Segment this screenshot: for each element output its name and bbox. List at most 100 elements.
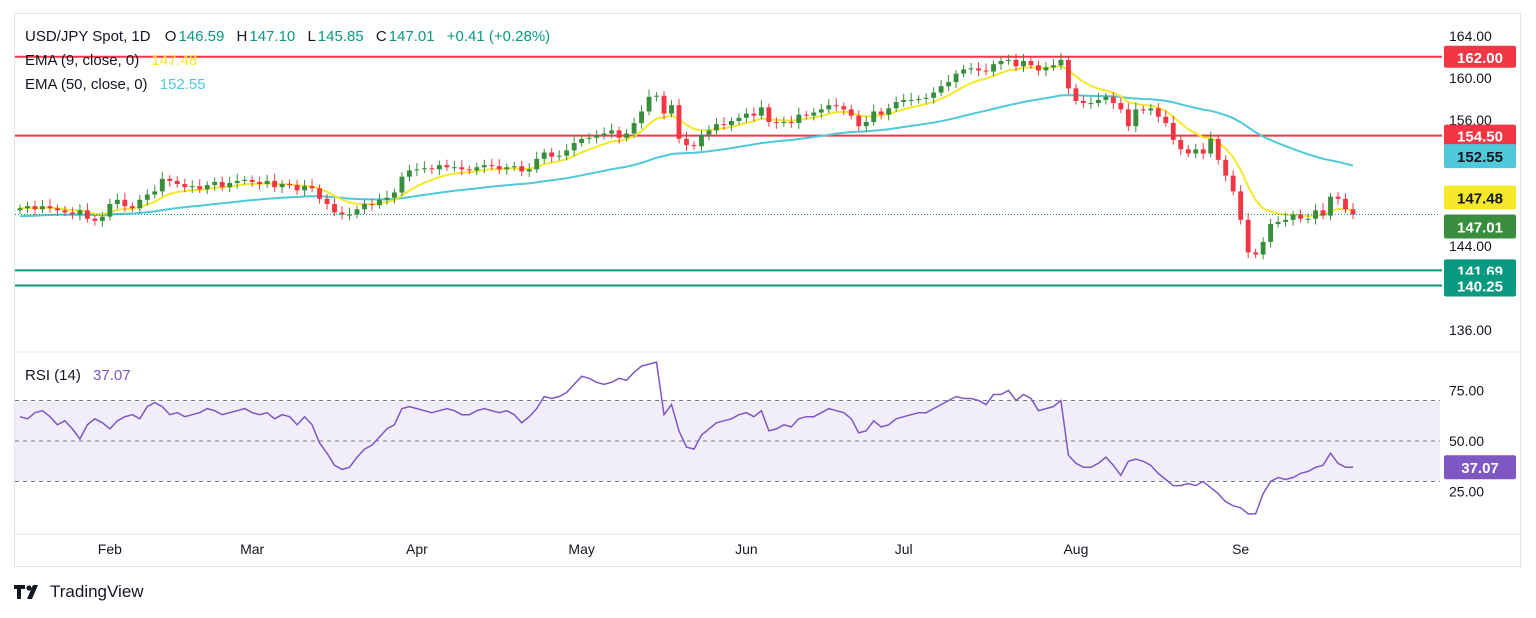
candle-body xyxy=(264,180,270,185)
tradingview-logo-icon xyxy=(14,585,38,599)
candle-body xyxy=(279,184,285,188)
candle-body xyxy=(841,106,847,110)
candle-body xyxy=(1028,61,1034,66)
candle-body xyxy=(1088,103,1094,105)
candle-body xyxy=(609,130,615,134)
low-label: L xyxy=(307,28,316,45)
candle-body xyxy=(1268,224,1274,242)
time-axis-label: Apr xyxy=(406,541,428,557)
candle-body xyxy=(751,113,757,116)
candle-body xyxy=(129,206,135,209)
candle-body xyxy=(646,96,652,112)
candle-body xyxy=(324,198,330,205)
chart-canvas[interactable]: 164.00 160.00 156.00 144.00 136.00 162.00 154.… xyxy=(15,14,1522,568)
candle-body xyxy=(504,167,510,170)
candle-body xyxy=(871,111,877,123)
price-tag xyxy=(1444,214,1516,239)
rsi-legend[interactable]: RSI (14) 37.07 xyxy=(25,367,133,384)
price-tag-label: 152.55 xyxy=(1457,149,1503,166)
candle-body xyxy=(32,206,38,210)
candle-body xyxy=(1230,175,1236,192)
candle-body xyxy=(1058,59,1064,66)
candle-body xyxy=(714,124,719,131)
candle-body xyxy=(1110,96,1116,104)
candle-body xyxy=(1343,198,1348,210)
price-tag xyxy=(1444,185,1516,210)
candle-body xyxy=(736,117,742,121)
candle-body xyxy=(144,194,150,200)
candle-body xyxy=(444,165,450,168)
candle-body xyxy=(968,68,974,70)
candle-body xyxy=(931,92,937,98)
ema50-legend[interactable]: EMA (50, close, 0) 152.55 xyxy=(25,76,208,93)
low-value: 145.85 xyxy=(317,28,364,45)
candle-body xyxy=(159,178,165,192)
candle-body xyxy=(294,185,300,191)
rsi-label: RSI (14) xyxy=(25,367,81,384)
candle-body xyxy=(152,191,158,195)
level-tag-label: 162.00 xyxy=(1457,50,1503,67)
candle-body xyxy=(1051,65,1056,68)
candle-body xyxy=(1350,209,1356,215)
candle-body xyxy=(1305,218,1311,220)
candle-body xyxy=(953,73,959,83)
candle-body xyxy=(1215,138,1221,160)
candle-body xyxy=(481,165,487,168)
time-axis-label: Jun xyxy=(735,541,758,557)
candle-body xyxy=(25,206,30,209)
candle-body xyxy=(669,105,674,114)
candle-body xyxy=(556,155,562,157)
price-tick-label: 156.00 xyxy=(1449,112,1492,128)
candle-body xyxy=(107,204,113,217)
time-axis-label: May xyxy=(568,541,594,557)
time-axis-label: Feb xyxy=(98,541,122,557)
candle-body xyxy=(414,169,420,171)
candle-body xyxy=(1095,99,1101,104)
price-tick-label: 164.00 xyxy=(1449,28,1492,44)
candle-body xyxy=(639,111,645,124)
candle-body xyxy=(526,169,532,172)
candle-body xyxy=(62,210,68,213)
candle-body xyxy=(586,137,592,139)
close-value: 147.01 xyxy=(388,28,435,45)
candle-body xyxy=(1193,149,1199,154)
candle-body xyxy=(788,122,794,124)
candle-body xyxy=(399,176,405,193)
candle-body xyxy=(803,114,809,116)
level-tag xyxy=(1444,45,1516,68)
candle-body xyxy=(601,133,607,136)
candle-body xyxy=(938,86,944,93)
tradingview-brand[interactable]: TradingView xyxy=(14,582,144,602)
ema9-legend[interactable]: EMA (9, close, 0) 147.48 xyxy=(25,52,199,69)
candle-body xyxy=(1080,100,1086,104)
candle-body xyxy=(466,169,472,171)
candle-body xyxy=(661,95,667,114)
candle-body xyxy=(406,170,412,177)
candle-body xyxy=(1283,219,1289,222)
candle-body xyxy=(773,122,779,124)
candle-body xyxy=(1320,210,1326,216)
candle-body xyxy=(47,206,53,209)
time-axis-label: Se xyxy=(1232,541,1249,557)
high-label: H xyxy=(236,28,248,45)
candle-body xyxy=(684,138,689,146)
candle-body xyxy=(833,105,839,107)
candle-body xyxy=(137,199,143,209)
candle-body xyxy=(392,192,397,198)
candle-body xyxy=(594,135,600,138)
candle-body xyxy=(1275,221,1281,225)
symbol-legend: USD/JPY Spot, 1D O 146.59 H 147.10 L 145.85… xyxy=(25,28,552,45)
rsi-tick-label: 25.00 xyxy=(1449,484,1484,500)
candle-body xyxy=(167,178,173,181)
candle-body xyxy=(886,108,892,115)
candle-body xyxy=(549,152,555,157)
level-tag xyxy=(1444,124,1516,147)
candle-body xyxy=(706,130,712,135)
candle-body xyxy=(1021,61,1026,67)
ema9-value: 147.48 xyxy=(151,52,198,69)
candle-body xyxy=(766,107,772,123)
candle-body xyxy=(631,123,637,134)
candle-body xyxy=(878,111,884,115)
candle-body xyxy=(923,97,929,99)
candle-body xyxy=(519,166,525,172)
